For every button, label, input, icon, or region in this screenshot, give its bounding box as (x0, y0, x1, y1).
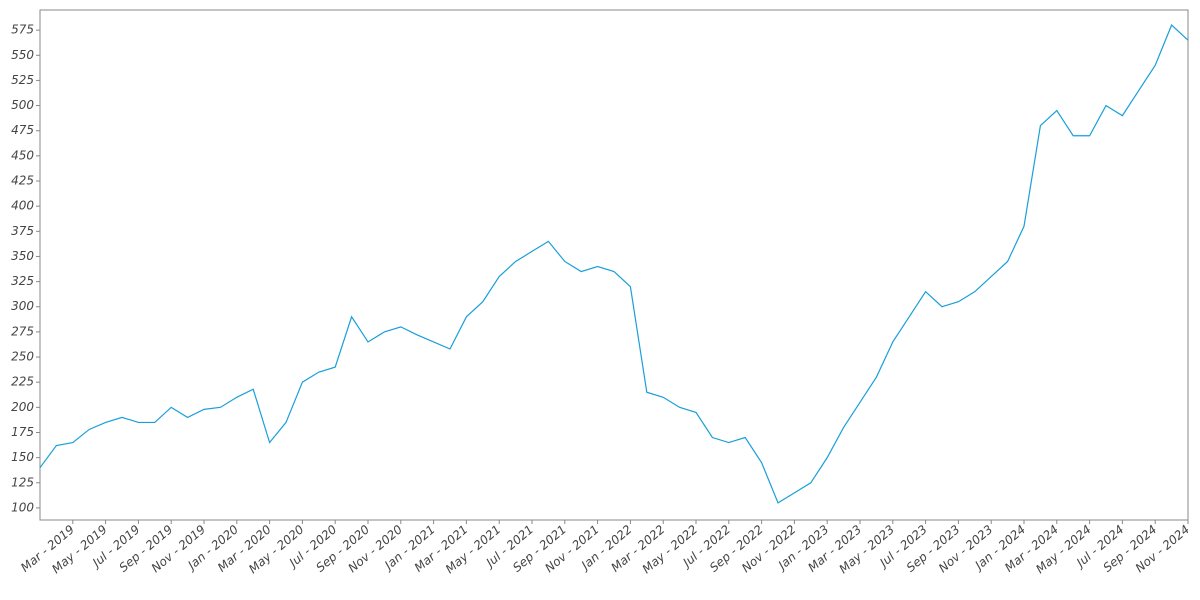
y-tick-label: 400 (11, 199, 34, 213)
y-tick-label: 575 (11, 23, 34, 37)
y-tick-label: 100 (11, 500, 34, 514)
y-tick-label: 325 (11, 274, 34, 288)
y-tick-label: 225 (11, 375, 34, 389)
price-line (39, 24, 1189, 504)
y-tick-label: 550 (11, 48, 34, 62)
y-tick-label: 375 (11, 224, 34, 238)
y-tick-label: 150 (11, 450, 34, 464)
y-tick-label: 200 (11, 400, 34, 414)
y-tick-label: 425 (11, 174, 34, 188)
y-tick-label: 125 (11, 475, 34, 489)
plot-frame (39, 9, 1189, 521)
y-tick-label: 250 (11, 350, 34, 364)
y-tick-label: 350 (11, 249, 34, 263)
y-tick-label: 475 (11, 123, 34, 137)
y-tick-label: 525 (11, 73, 34, 87)
y-tick-label: 300 (11, 299, 34, 313)
y-tick-label: 275 (11, 324, 34, 338)
y-tick-label: 175 (11, 425, 34, 439)
y-tick-label: 450 (11, 148, 34, 162)
y-tick-label: 500 (11, 98, 34, 112)
